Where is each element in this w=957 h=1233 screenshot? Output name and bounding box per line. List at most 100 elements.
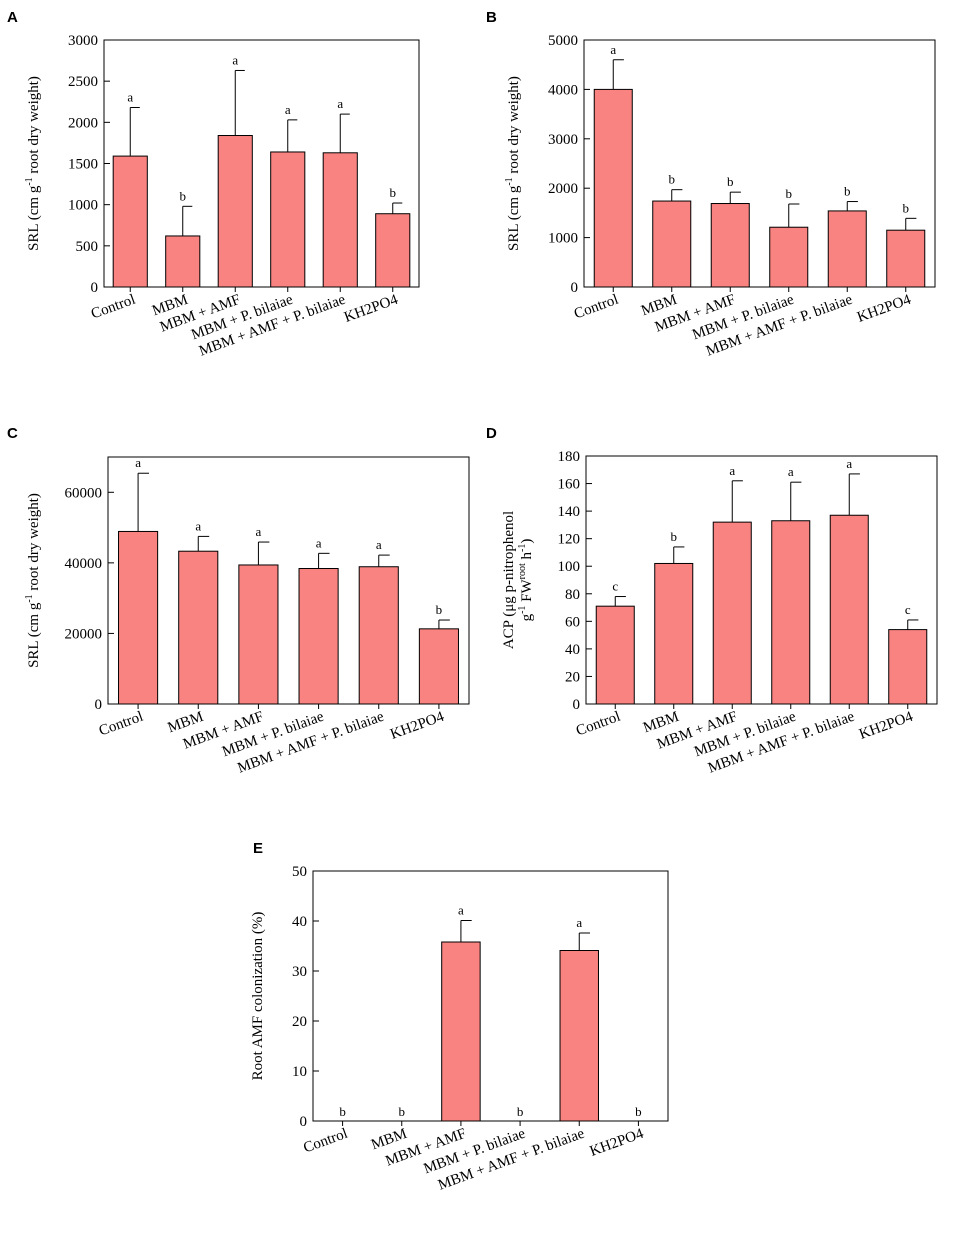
panel-b-ytick-label: 3000 bbox=[548, 132, 578, 148]
panel-a-sig-mbm-p-bilaiae: a bbox=[285, 102, 291, 117]
panel-e-ytick-label: 10 bbox=[292, 1064, 307, 1080]
panel-b-plot-frame bbox=[583, 39, 936, 288]
panel-b-category-control: Control bbox=[572, 292, 621, 323]
panel-a-category-kh2po4: KH2PO4 bbox=[342, 292, 400, 326]
panel-d-bar-mbm-p-bilaiae bbox=[771, 520, 811, 705]
panel-c-plot-frame bbox=[107, 456, 470, 705]
panel-a-ytick-label: 2500 bbox=[68, 74, 98, 90]
panel-b-sig-control: a bbox=[610, 42, 616, 57]
panel-a-ytick-label: 0 bbox=[91, 280, 99, 296]
panel-b-bar-mbm bbox=[652, 200, 692, 288]
panel-a-bar-kh2po4 bbox=[375, 213, 411, 288]
panel-c-sig-kh2po4: b bbox=[436, 602, 443, 617]
panel-d-sig-mbm-amf-p-bilaiae: a bbox=[846, 456, 852, 471]
panel-b-sig-mbm-p-bilaiae: b bbox=[786, 186, 793, 201]
panel-e-category-kh2po4: KH2PO4 bbox=[588, 1126, 646, 1160]
panel-e-sig-mbm-amf-p-bilaiae: a bbox=[576, 915, 582, 930]
panel-d-ytick-label: 80 bbox=[565, 587, 580, 603]
panel-d-sig-mbm-amf: a bbox=[729, 463, 735, 478]
panel-b-sig-mbm-amf-p-bilaiae: b bbox=[844, 184, 851, 199]
panel-d-ytick-label: 40 bbox=[565, 642, 580, 658]
panel-c-bar-mbm bbox=[178, 550, 219, 705]
panel-c-ytick-label: 40000 bbox=[65, 556, 103, 572]
panel-d-bar-kh2po4 bbox=[888, 629, 928, 705]
panel-e-category-control: Control bbox=[301, 1126, 350, 1157]
panel-c-bar-mbm-amf-p-bilaiae bbox=[358, 566, 399, 705]
panel-d-ylabel-line2: g-1 FWroot h-1) bbox=[517, 539, 535, 622]
panel-d-bar-mbm-amf bbox=[712, 521, 752, 705]
panel-b-sig-mbm: b bbox=[669, 172, 676, 187]
panel-a-bar-control bbox=[112, 155, 148, 288]
panel-d-ytick-label: 100 bbox=[558, 559, 581, 575]
panel-d-sig-control: c bbox=[612, 579, 618, 594]
panel-a-bar-mbm-amf-p-bilaiae bbox=[322, 152, 358, 288]
panel-d-letter: D bbox=[486, 425, 497, 442]
panel-e-bar-mbm-amf bbox=[441, 941, 481, 1122]
panel-a-ytick-label: 500 bbox=[76, 239, 99, 255]
panel-c-bar-mbm-amf bbox=[238, 564, 279, 705]
panel-a-plot-frame bbox=[103, 39, 420, 288]
panel-a-ytick-label: 1000 bbox=[68, 198, 98, 214]
panel-b-bar-control bbox=[593, 88, 633, 288]
panel-a-ytick-label: 3000 bbox=[68, 33, 98, 49]
panel-e-sig-mbm: b bbox=[399, 1104, 406, 1119]
panel-e-ytick-label: 20 bbox=[292, 1014, 307, 1030]
panel-a-sig-mbm-amf: a bbox=[232, 52, 238, 67]
panel-c-sig-mbm: a bbox=[195, 518, 201, 533]
panel-c-bar-control bbox=[118, 530, 159, 705]
panel-e-ytick-label: 30 bbox=[292, 964, 307, 980]
panel-b-bar-mbm-p-bilaiae bbox=[769, 226, 809, 288]
panel-b-category-kh2po4: KH2PO4 bbox=[855, 292, 913, 326]
panel-a-ytick-label: 2000 bbox=[68, 115, 98, 131]
panel-a-category-control: Control bbox=[89, 292, 138, 323]
panel-b-sig-mbm-amf: b bbox=[727, 174, 734, 189]
panel-e-sig-kh2po4: b bbox=[635, 1104, 642, 1119]
panel-d-category-control: Control bbox=[574, 709, 623, 740]
panel-b-sig-kh2po4: b bbox=[903, 200, 910, 215]
panel-a-bar-mbm-amf bbox=[217, 135, 253, 288]
panel-e-sig-control: b bbox=[339, 1104, 346, 1119]
panel-c-ytick-label: 0 bbox=[95, 697, 103, 713]
panel-d-ytick-label: 120 bbox=[558, 532, 581, 548]
panel-d-bar-control bbox=[595, 605, 635, 705]
panel-d-sig-mbm: b bbox=[671, 529, 678, 544]
panel-e-sig-mbm-p-bilaiae: b bbox=[517, 1104, 524, 1119]
panel-e-plot-frame bbox=[312, 870, 669, 1122]
panel-e-ytick-label: 0 bbox=[300, 1114, 308, 1130]
panel-c-ylabel: SRL (cm g-1 root dry weight) bbox=[24, 493, 42, 668]
panel-d-ytick-label: 0 bbox=[573, 697, 581, 713]
panel-b-ytick-label: 4000 bbox=[548, 82, 578, 98]
panel-a-bar-mbm-p-bilaiae bbox=[270, 151, 306, 288]
panel-a-letter: A bbox=[7, 9, 18, 26]
panel-b-ytick-label: 5000 bbox=[548, 33, 578, 49]
panel-d-sig-mbm-p-bilaiae: a bbox=[788, 464, 794, 479]
panel-a-ylabel: SRL (cm g-1 root dry weight) bbox=[24, 76, 42, 251]
panel-d-bar-mbm-amf-p-bilaiae bbox=[829, 514, 869, 705]
panel-e-sig-mbm-amf: a bbox=[458, 903, 464, 918]
panel-c-category-kh2po4: KH2PO4 bbox=[388, 709, 446, 743]
panel-d-ylabel-line1: ACP (μg p-nitrophenol bbox=[501, 511, 517, 649]
panel-c-category-control: Control bbox=[97, 709, 146, 740]
panel-a-sig-control: a bbox=[127, 90, 133, 105]
panel-c-sig-mbm-amf-p-bilaiae: a bbox=[376, 537, 382, 552]
panel-b-letter: B bbox=[486, 9, 497, 26]
panel-d-ytick-label: 180 bbox=[558, 449, 581, 465]
panel-e-ytick-label: 50 bbox=[292, 864, 307, 880]
panel-a-ytick-label: 1500 bbox=[68, 157, 98, 173]
panel-d-sig-kh2po4: c bbox=[905, 602, 911, 617]
panel-c-sig-mbm-p-bilaiae: a bbox=[316, 535, 322, 550]
panel-c-bar-kh2po4 bbox=[418, 628, 459, 705]
panel-a-sig-mbm: b bbox=[180, 188, 187, 203]
panel-e-ytick-label: 40 bbox=[292, 914, 307, 930]
panel-a-bar-mbm bbox=[165, 235, 201, 288]
panel-d-ytick-label: 140 bbox=[558, 504, 581, 520]
panel-c-ytick-label: 60000 bbox=[65, 485, 103, 501]
panel-c-sig-mbm-amf: a bbox=[256, 524, 262, 539]
panel-d-ytick-label: 20 bbox=[565, 669, 580, 685]
panel-b-ylabel: SRL (cm g-1 root dry weight) bbox=[504, 76, 522, 251]
